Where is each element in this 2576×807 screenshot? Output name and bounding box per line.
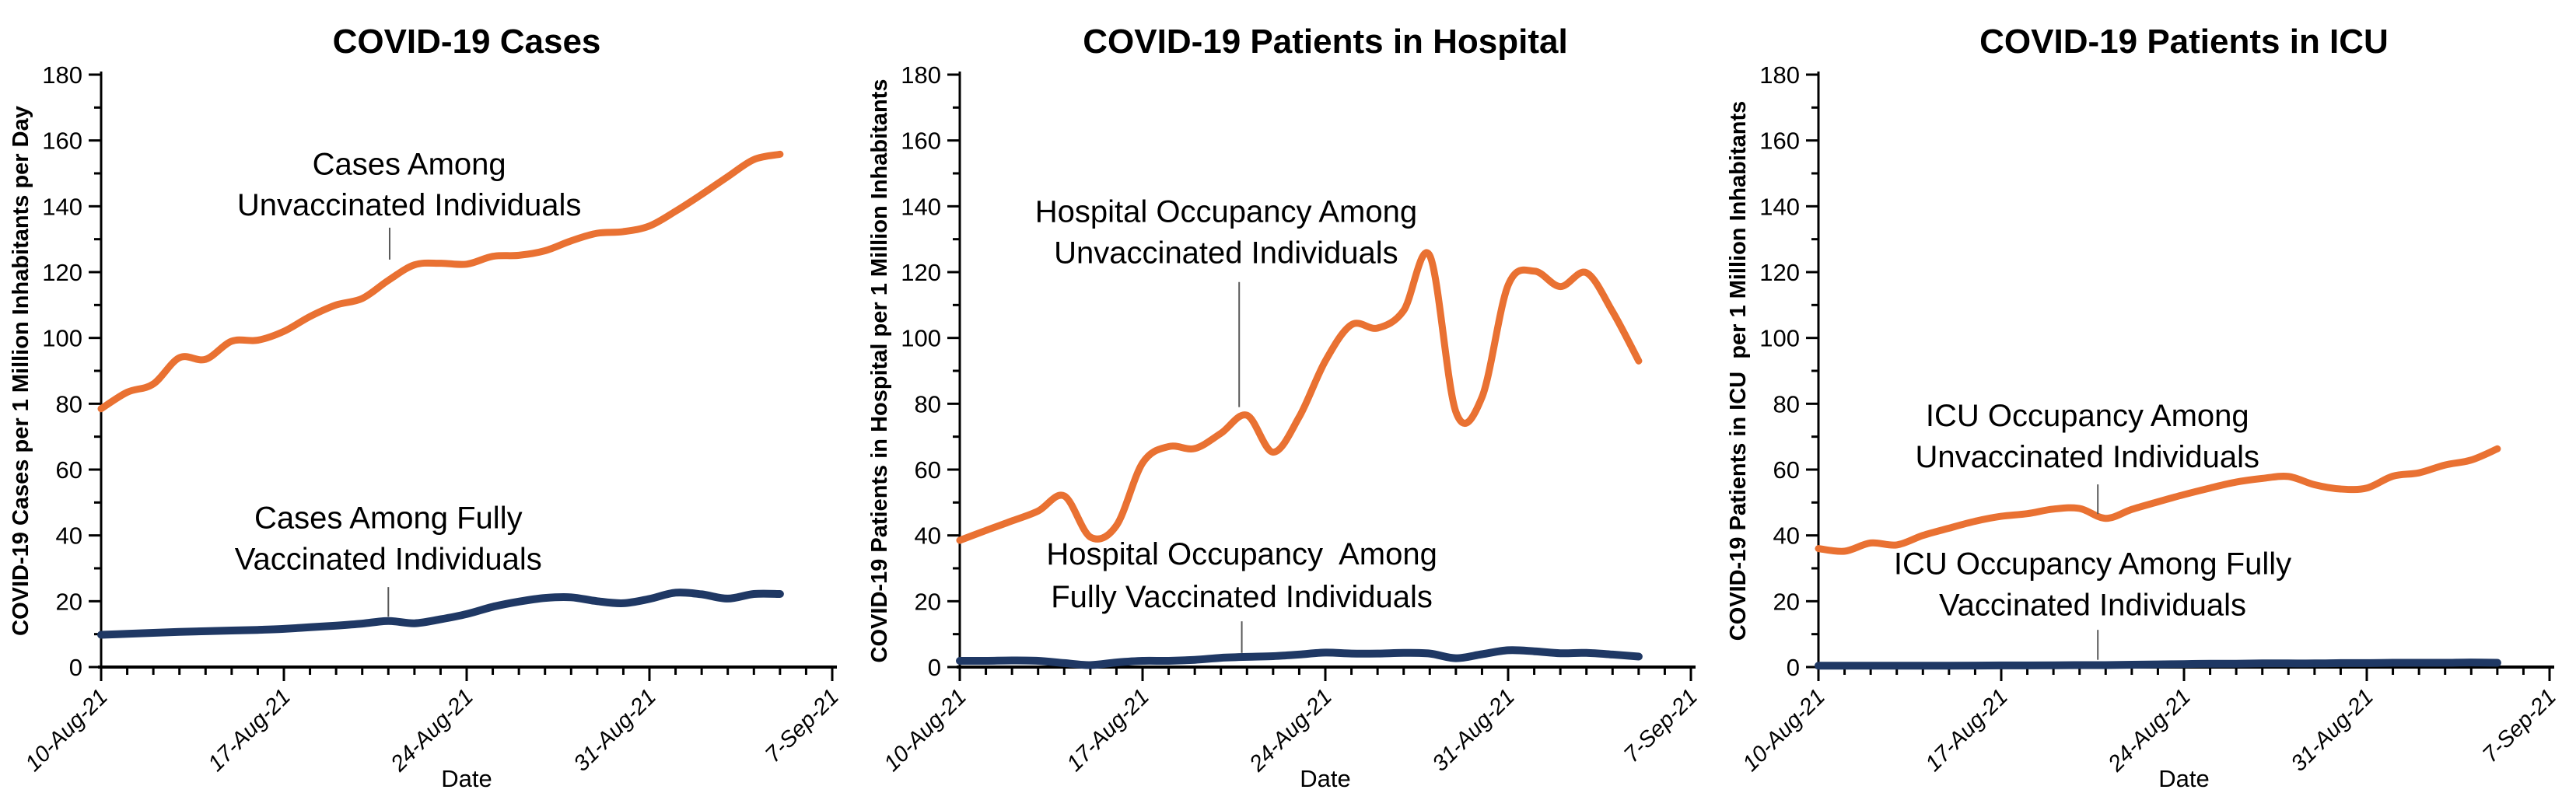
x-tick-label: 24-Aug-21	[386, 684, 478, 777]
y-tick-label: 60	[1773, 456, 1800, 484]
y-tick-label: 80	[56, 390, 82, 417]
y-tick-label: 120	[42, 259, 82, 286]
y-tick-label: 40	[56, 522, 82, 550]
x-tick-label: 17-Aug-21	[204, 684, 296, 776]
annotation-label: Hospital Occupancy Among	[1046, 537, 1437, 571]
y-axis: 0 20 40 60 80 100 120 140 160 180	[901, 61, 961, 681]
x-tick-label: 10-Aug-21	[21, 684, 113, 776]
y-tick-label: 100	[901, 325, 941, 352]
x-tick-label: 24-Aug-21	[1244, 684, 1337, 777]
x-tick-label: 17-Aug-21	[1921, 684, 2013, 776]
y-tick-label: 160	[42, 128, 82, 155]
y-tick-label: 160	[1759, 128, 1800, 155]
x-axis-date-labels: 10-Aug-21 17-Aug-21 24-Aug-21 31-Aug-21 7-Se…	[1738, 684, 2561, 777]
x-tick-label: 17-Aug-21	[1062, 684, 1154, 776]
y-axis: 0 20 40 60 80 100 120 140 160 180	[1759, 61, 1820, 681]
y-tick-label: 140	[901, 193, 941, 220]
series-lines	[97, 150, 784, 639]
y-axis-ticks: 0 20 40 60 80 100 120 140 160 180	[42, 61, 101, 681]
y-tick-label: 60	[56, 456, 82, 484]
y-axis-ticks: 0 20 40 60 80 100 120 140 160 180	[1759, 61, 1818, 681]
x-axis: 10-Aug-21 17-Aug-21 24-Aug-21 31-Aug-21 7-Se…	[21, 666, 844, 777]
y-axis: 0 20 40 60 80 100 120 140 160 180	[42, 61, 103, 681]
chart-title: COVID-19 Cases	[333, 23, 601, 61]
x-axis-ticks	[958, 667, 1692, 681]
y-tick-label: 20	[56, 588, 82, 615]
icu-occupancy-among-unvaccinated-individuals-line	[1815, 445, 2501, 555]
chart-title: COVID-19 Patients in Hospital	[1083, 23, 1567, 61]
y-tick-label: 180	[1759, 61, 1800, 89]
annotation-label: Hospital Occupancy Among	[1035, 195, 1417, 229]
annotations: Cases Among Unvaccinated Individuals Cases…	[235, 147, 581, 617]
panel-icu: COVID-19 Patients in ICU COVID-19 Patien…	[1717, 0, 2576, 807]
chart-cases: COVID-19 Cases COVID-19 Cases per 1 Mill…	[9, 23, 844, 792]
annotation-label: Fully Vaccinated Individuals	[1051, 580, 1433, 614]
y-tick-label: 0	[1787, 654, 1800, 681]
y-tick-label: 0	[69, 654, 82, 681]
chart-hospital: COVID-19 Patients in Hospital COVID-19 P…	[867, 23, 1703, 792]
y-tick-label: 40	[1773, 522, 1800, 550]
x-tick-label: 7-Sep-21	[1619, 684, 1703, 767]
annotations: ICU Occupancy Among Unvaccinated Individu…	[1894, 399, 2291, 660]
panel-cases: COVID-19 Cases COVID-19 Cases per 1 Mill…	[0, 0, 859, 807]
hospital-occupancy-among-fully-vaccinated-individuals-line	[956, 646, 1643, 669]
x-axis: 10-Aug-21 17-Aug-21 24-Aug-21 31-Aug-21 7-Se…	[880, 666, 1703, 777]
x-axis-ticks	[100, 667, 834, 681]
y-tick-label: 80	[915, 390, 941, 417]
y-axis-title: COVID-19 Patients in Hospital per 1 Mill…	[867, 79, 892, 663]
hospital-occupancy-among-unvaccinated-individuals-line	[956, 249, 1643, 544]
annotation-label: Unvaccinated Individuals	[237, 188, 581, 222]
x-tick-label: 10-Aug-21	[880, 684, 971, 776]
y-tick-label: 120	[1759, 259, 1800, 286]
x-tick-label: 31-Aug-21	[569, 684, 661, 776]
series-lines	[1815, 445, 2501, 670]
y-tick-label: 140	[1759, 193, 1800, 220]
x-tick-label: 7-Sep-21	[2478, 684, 2561, 767]
y-tick-label: 140	[42, 193, 82, 220]
y-axis-title: COVID-19 Cases per 1 Million Inhabitants…	[9, 106, 33, 636]
x-axis-date-labels: 10-Aug-21 17-Aug-21 24-Aug-21 31-Aug-21 7-Se…	[21, 684, 844, 777]
y-axis-ticks: 0 20 40 60 80 100 120 140 160 180	[901, 61, 960, 681]
x-tick-label: 31-Aug-21	[1428, 684, 1520, 776]
annotation-label: Cases Among Fully	[254, 501, 523, 535]
annotation-label: ICU Occupancy Among Fully	[1894, 547, 2291, 582]
x-tick-label: 10-Aug-21	[1738, 684, 1830, 776]
annotation-label: Cases Among	[313, 147, 506, 181]
x-axis-title: Date	[2158, 765, 2209, 792]
annotation-label: ICU Occupancy Among	[1926, 399, 2249, 433]
x-tick-label: 7-Sep-21	[761, 684, 844, 767]
annotation-label: Unvaccinated Individuals	[1054, 236, 1398, 271]
y-tick-label: 40	[915, 522, 941, 550]
annotation-label: Vaccinated Individuals	[1939, 589, 2246, 623]
y-axis-title: COVID-19 Patients in ICU per 1 Million I…	[1726, 101, 1751, 641]
x-axis-title: Date	[1300, 765, 1350, 792]
y-tick-label: 0	[928, 654, 941, 681]
x-axis-title: Date	[441, 765, 492, 792]
y-tick-label: 100	[42, 325, 82, 352]
x-axis-date-labels: 10-Aug-21 17-Aug-21 24-Aug-21 31-Aug-21 7-Se…	[880, 684, 1703, 777]
cases-among-fully-vaccinated-individuals-line	[97, 589, 784, 639]
series-lines	[956, 249, 1643, 669]
panel-hospital: COVID-19 Patients in Hospital COVID-19 P…	[859, 0, 1717, 807]
x-tick-label: 31-Aug-21	[2287, 684, 2378, 776]
y-tick-label: 80	[1773, 390, 1800, 417]
y-tick-label: 120	[901, 259, 941, 286]
y-tick-label: 20	[1773, 588, 1800, 615]
y-tick-label: 180	[901, 61, 941, 89]
x-tick-label: 24-Aug-21	[2103, 684, 2196, 777]
annotation-label: Vaccinated Individuals	[235, 542, 542, 576]
x-axis: 10-Aug-21 17-Aug-21 24-Aug-21 31-Aug-21 7-Se…	[1738, 666, 2561, 777]
y-tick-label: 20	[915, 588, 941, 615]
cases-among-unvaccinated-individuals-line	[97, 150, 784, 413]
annotation-label: Unvaccinated Individuals	[1916, 440, 2259, 474]
y-tick-label: 60	[915, 456, 941, 484]
y-tick-label: 100	[1759, 325, 1800, 352]
icu-occupancy-among-fully-vaccinated-individuals-line	[1815, 659, 2501, 670]
y-tick-label: 180	[42, 61, 82, 89]
annotations: Hospital Occupancy Among Unvaccinated Ind…	[1035, 195, 1437, 653]
chart-icu: COVID-19 Patients in ICU COVID-19 Patien…	[1726, 23, 2561, 792]
chart-title: COVID-19 Patients in ICU	[1979, 23, 2389, 61]
y-tick-label: 160	[901, 128, 941, 155]
